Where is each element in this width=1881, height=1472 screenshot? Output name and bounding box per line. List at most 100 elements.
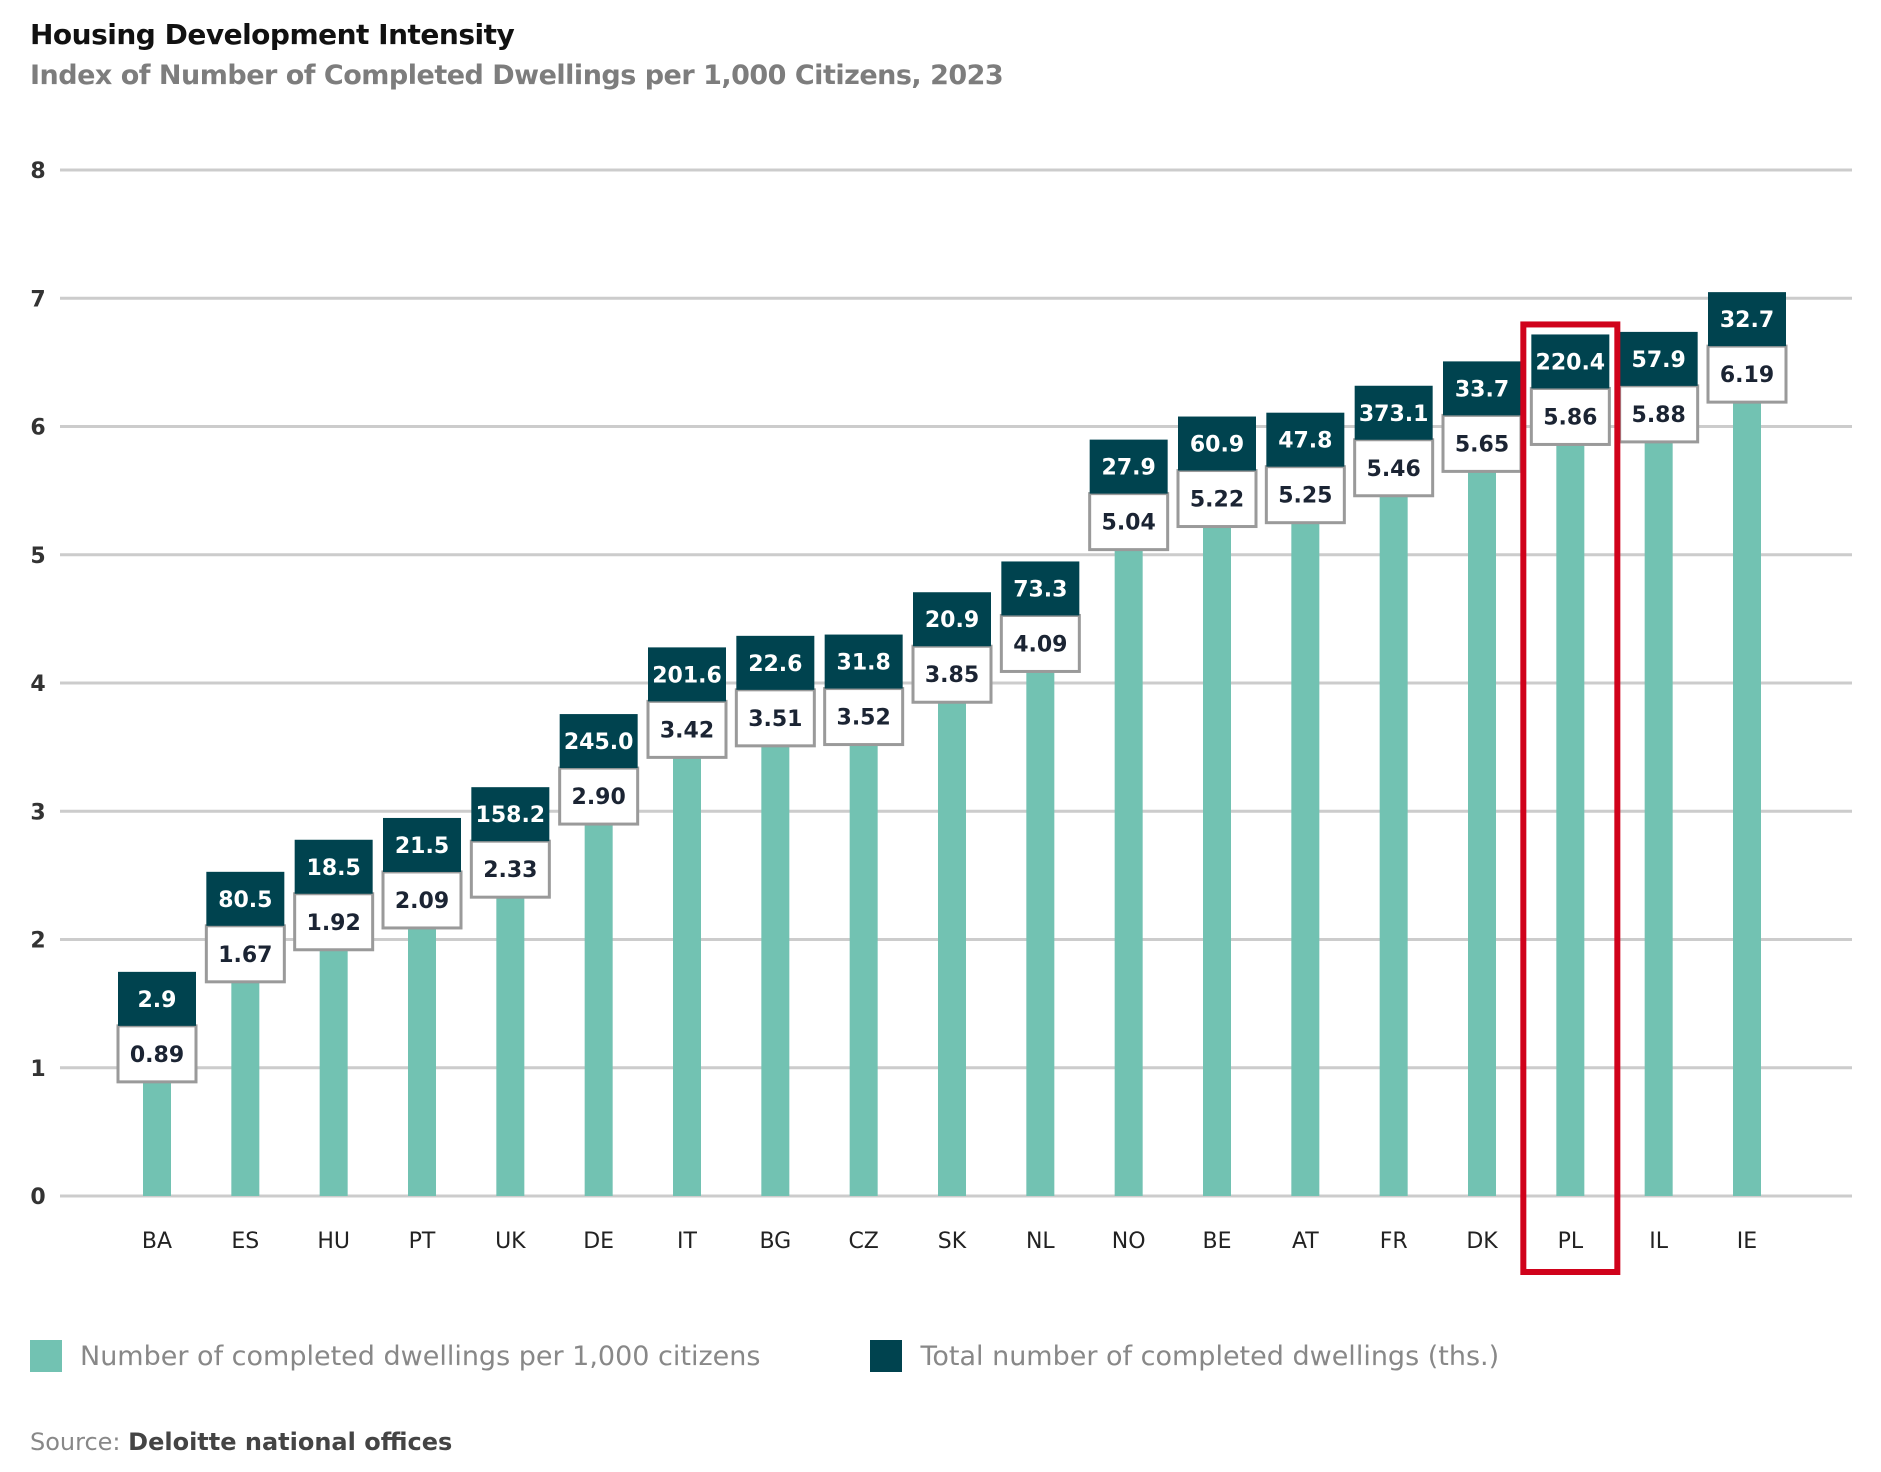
y-tick-label: 8: [30, 159, 45, 184]
total-label-box: [824, 634, 903, 689]
total-label-box: [1531, 334, 1610, 389]
per-capita-label-box: [293, 892, 375, 952]
x-tick-label: NL: [1026, 1229, 1055, 1254]
x-tick-label: NO: [1112, 1229, 1146, 1254]
chart-title: Housing Development Intensity: [30, 18, 515, 51]
per-capita-value-label: 5.86: [1543, 405, 1597, 430]
total-value-label: 57.9: [1632, 348, 1686, 373]
total-label-box: [1708, 292, 1786, 347]
per-capita-value-label: 3.51: [748, 707, 802, 732]
source-note: Source: Deloitte national offices: [30, 1428, 452, 1456]
bar-pt: [408, 927, 436, 1196]
x-tick-label: CZ: [848, 1229, 878, 1254]
x-tick-label: PT: [409, 1229, 436, 1254]
legend-label-total: Total number of completed dwellings (ths…: [920, 1340, 1500, 1372]
per-capita-label-box: [1441, 413, 1523, 473]
legend-item-total: Total number of completed dwellings (ths…: [870, 1340, 1499, 1372]
legend-item-per-capita: Number of completed dwellings per 1,000 …: [30, 1340, 760, 1372]
legend-swatch-total: [870, 1340, 903, 1372]
per-capita-value-label: 3.52: [837, 706, 891, 731]
total-label-box: [383, 817, 461, 872]
per-capita-label-box: [381, 870, 463, 930]
per-capita-label-box: [1618, 384, 1700, 444]
bar-ba: [143, 1081, 171, 1196]
per-capita-label-box: [558, 766, 640, 826]
bar-chart: 0 1 2 3 4 5 6 7 8 0.89 2.9 1.67 80.5 1.92 18.5 2.09 21.…: [30, 159, 1852, 1275]
per-capita-value-label: 5.22: [1190, 488, 1244, 513]
per-capita-value-label: 6.19: [1720, 363, 1774, 388]
x-tick-label: PL: [1558, 1229, 1584, 1254]
source-text: Deloitte national offices: [128, 1428, 453, 1456]
x-axis: BA ES HU PT UK DE IT BG CZ SK NL NO BE AT FR DK PL IL IE: [142, 1229, 1757, 1254]
highlight-box-pl: [1520, 321, 1621, 1275]
bar-uk: [496, 897, 525, 1196]
bar-nl: [1026, 671, 1055, 1196]
per-capita-value-label: 1.92: [307, 911, 361, 936]
bar-cz: [849, 744, 878, 1196]
bar-es: [231, 981, 260, 1196]
legend-swatch-per-capita: [30, 1340, 62, 1372]
total-label-box: [1089, 439, 1168, 494]
total-label-box: [1354, 385, 1433, 440]
per-capita-label-box: [999, 613, 1081, 673]
total-value-label: 22.6: [748, 652, 802, 677]
per-capita-value-label: 0.89: [130, 1043, 184, 1068]
per-capita-value-label: 4.09: [1013, 632, 1067, 657]
x-tick-label: HU: [317, 1229, 350, 1254]
y-tick-label: 0: [30, 1185, 45, 1210]
y-tick-label: 4: [30, 672, 45, 697]
total-label-box: [471, 787, 550, 842]
total-value-label: 27.9: [1102, 456, 1156, 481]
y-tick-label: 3: [30, 800, 45, 825]
x-tick-label: AT: [1292, 1229, 1319, 1254]
per-capita-value-label: 5.04: [1102, 511, 1156, 536]
bar-bg: [761, 745, 790, 1196]
highlight-box: [1520, 321, 1621, 1275]
per-capita-label-box: [911, 644, 993, 704]
total-label-box: [1178, 416, 1256, 471]
per-capita-value-label: 2.09: [395, 889, 449, 914]
bar-dk: [1468, 471, 1496, 1196]
y-tick-label: 7: [30, 287, 45, 312]
total-value-label: 73.3: [1013, 577, 1067, 602]
total-value-label: 21.5: [395, 834, 449, 859]
bars: [143, 402, 1761, 1197]
total-value-label: 60.9: [1190, 433, 1244, 458]
per-capita-value-label: 1.67: [218, 943, 272, 968]
total-value-label: 47.8: [1278, 429, 1332, 454]
total-label-box: [1443, 361, 1521, 416]
per-capita-label-box: [469, 839, 551, 899]
per-capita-label-box: [1529, 386, 1611, 446]
x-tick-label: BE: [1203, 1229, 1232, 1254]
total-label-box: [294, 839, 373, 894]
total-label-box: [736, 635, 815, 690]
total-label-box: [206, 871, 285, 926]
x-tick-label: IE: [1737, 1229, 1757, 1254]
x-tick-label: SK: [938, 1229, 967, 1254]
total-value-label: 220.4: [1536, 350, 1606, 375]
y-tick-label: 6: [30, 416, 45, 441]
bar-at: [1291, 522, 1320, 1196]
bar-it: [673, 757, 701, 1196]
total-label-box: [1001, 561, 1080, 616]
per-capita-value-label: 5.88: [1632, 403, 1686, 428]
per-capita-value-label: 2.90: [572, 785, 626, 810]
x-tick-label: ES: [231, 1229, 259, 1254]
per-capita-label-box: [646, 699, 728, 759]
bar-hu: [319, 949, 348, 1196]
legend: Number of completed dwellings per 1,000 …: [30, 1340, 1609, 1372]
bar-be: [1203, 526, 1231, 1196]
per-capita-label-box: [204, 924, 286, 984]
total-value-label: 32.7: [1720, 308, 1774, 333]
per-capita-value-label: 3.85: [925, 663, 979, 688]
x-tick-label: FR: [1380, 1229, 1408, 1254]
y-axis: 0 1 2 3 4 5 6 7 8: [30, 159, 45, 1210]
x-tick-label: IL: [1649, 1229, 1668, 1254]
y-tick-label: 5: [30, 544, 45, 569]
chart-subtitle: Index of Number of Completed Dwellings p…: [30, 60, 1004, 91]
per-capita-value-label: 2.33: [483, 858, 537, 883]
per-capita-value-label: 5.46: [1367, 457, 1421, 482]
x-tick-label: BA: [142, 1229, 172, 1254]
x-tick-label: BG: [759, 1229, 791, 1254]
y-tick-label: 2: [30, 929, 45, 954]
